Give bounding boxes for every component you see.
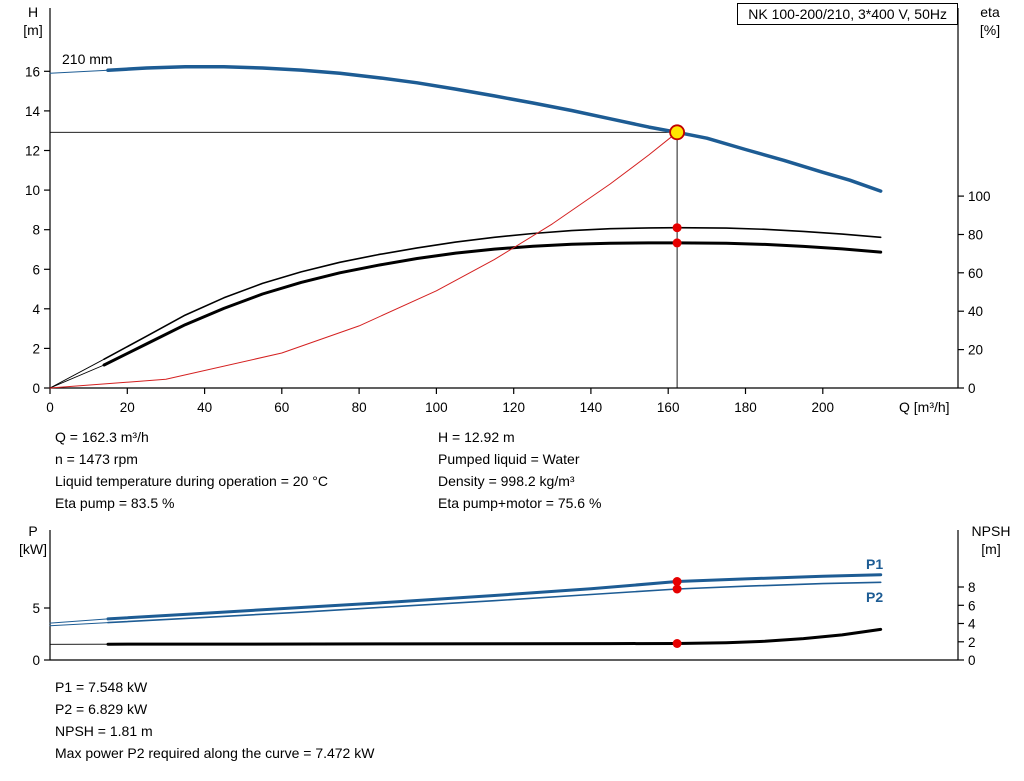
eta-pump-motor-lead	[49, 364, 105, 389]
p2-curve-lead	[49, 622, 109, 627]
x-tick-label: 80	[352, 400, 367, 415]
y-tick-label-right: 60	[968, 266, 983, 281]
x-tick-label: 0	[46, 400, 54, 415]
p2-curve-label: P2	[866, 589, 884, 605]
x-tick-label: 20	[120, 400, 135, 415]
info-density: Density = 998.2 kg/m³	[438, 473, 575, 489]
y-tick-label-left: 10	[25, 183, 40, 198]
p1-curve-label: P1	[866, 556, 884, 572]
impeller-diameter-label: 210 mm	[62, 51, 113, 67]
info-eta-pump-motor: Eta pump+motor = 75.6 %	[438, 495, 602, 511]
p-axis-unit: [kW]	[19, 541, 47, 557]
p2-curve	[107, 581, 882, 624]
info-npsh: NPSH = 1.81 m	[55, 723, 153, 739]
x-tick-label: 120	[502, 400, 525, 415]
y-tick-label-left: 16	[25, 64, 40, 79]
y-tick-label-right: 0	[968, 653, 976, 668]
head-curve-210mm	[106, 65, 883, 193]
npsh-point	[672, 639, 682, 648]
npsh-axis-label: NPSH [m]	[962, 522, 1020, 558]
x-tick-label: 60	[274, 400, 289, 415]
y-tick-label-left: 0	[32, 653, 40, 668]
y-tick-label-right: 20	[968, 343, 983, 358]
y-tick-label-right: 6	[968, 598, 976, 613]
x-tick-label: 180	[734, 400, 757, 415]
y-tick-label-right: 2	[968, 635, 976, 650]
y-tick-label-left: 12	[25, 144, 40, 159]
x-tick-label: 200	[812, 400, 835, 415]
operating-info-right: H = 12.92 m Pumped liquid = Water Densit…	[438, 426, 601, 514]
eta-pump-motor-point	[672, 238, 682, 248]
info-speed: n = 1473 rpm	[55, 451, 138, 467]
x-tick-label: 160	[657, 400, 680, 415]
q-axis-label: Q [m³/h]	[899, 399, 950, 415]
npsh-axis-unit: [m]	[981, 541, 1001, 557]
y-tick-label-left: 6	[32, 262, 40, 277]
eta-axis-title: eta	[980, 4, 1000, 20]
p-axis-label: P [kW]	[10, 522, 56, 558]
npsh-axis-title: NPSH	[971, 523, 1011, 539]
info-eta-pump: Eta pump = 83.5 %	[55, 495, 175, 511]
info-flow: Q = 162.3 m³/h	[55, 429, 149, 445]
y-tick-label-right: 4	[968, 617, 976, 632]
operating-info-left: Q = 162.3 m³/h n = 1473 rpm Liquid tempe…	[55, 426, 328, 514]
eta-pump-point	[672, 223, 682, 233]
eta-pump-motor-curve	[102, 241, 883, 367]
p1-curve-lead	[49, 618, 109, 624]
p1-curve	[106, 573, 883, 621]
y-tick-label-left: 2	[32, 341, 40, 356]
info-p1: P1 = 7.548 kW	[55, 679, 148, 695]
y-tick-label-left: 4	[32, 302, 40, 317]
info-head: H = 12.92 m	[438, 429, 515, 445]
p-axis-title: P	[28, 523, 38, 539]
y-tick-label-right: 8	[968, 580, 976, 595]
y-tick-label-right: 0	[968, 381, 976, 396]
x-tick-label: 100	[425, 400, 448, 415]
y-tick-label-left: 0	[32, 381, 40, 396]
info-pumped-liquid: Pumped liquid = Water	[438, 451, 580, 467]
duty-point[interactable]	[669, 124, 685, 141]
info-liquid-temp: Liquid temperature during operation = 20…	[55, 473, 328, 489]
p2-point	[672, 584, 682, 594]
y-tick-label-right: 100	[968, 189, 991, 204]
eta-axis-label: eta [%]	[964, 3, 1016, 39]
y-tick-label-right: 40	[968, 304, 983, 319]
eta-axis-unit: [%]	[979, 22, 1001, 38]
y-tick-label-right: 80	[968, 228, 983, 243]
eta-pump-lead	[49, 358, 105, 389]
info-max-power: Max power P2 required along the curve = …	[55, 745, 375, 761]
head-curve-lead	[49, 69, 109, 74]
info-p2: P2 = 6.829 kW	[55, 701, 148, 717]
y-tick-label-left: 5	[32, 601, 40, 616]
x-tick-label: 40	[197, 400, 212, 415]
h-axis-unit: [m]	[23, 22, 43, 38]
system-curve	[49, 131, 678, 389]
h-axis-title: H	[27, 4, 39, 20]
eta-pump-curve	[103, 226, 882, 361]
h-axis-label: H [m]	[12, 3, 54, 39]
x-tick-label: 140	[580, 400, 603, 415]
y-tick-label-left: 8	[32, 223, 40, 238]
y-tick-label-left: 14	[25, 104, 41, 119]
power-info: P1 = 7.548 kW P2 = 6.829 kW NPSH = 1.81 …	[55, 676, 374, 764]
p1-point	[672, 577, 682, 586]
npsh-curve	[106, 627, 883, 646]
pump-title-box: NK 100-200/210, 3*400 V, 50Hz	[737, 3, 958, 25]
